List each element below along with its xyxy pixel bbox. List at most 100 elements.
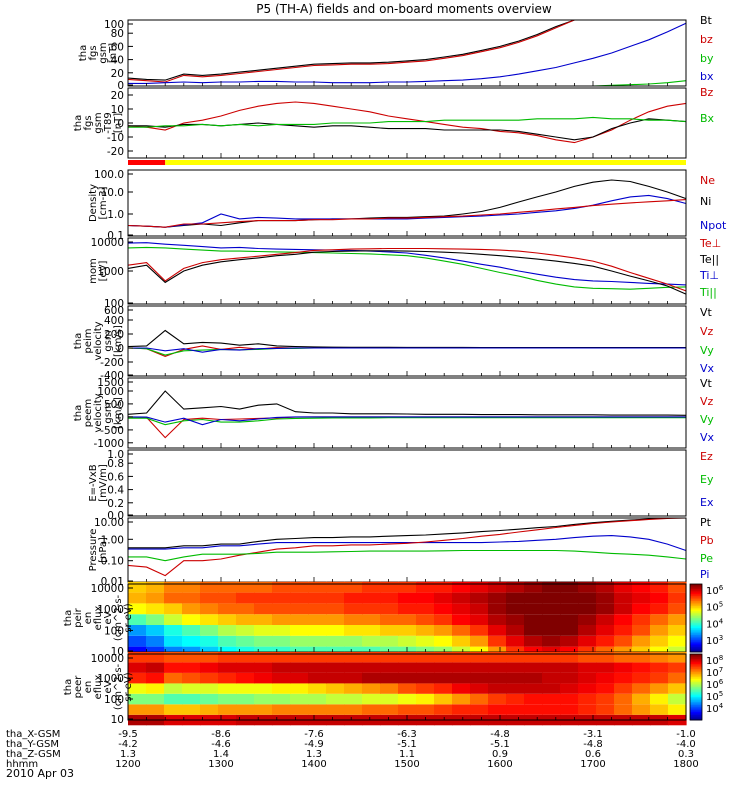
heatmap-cell: [308, 625, 327, 636]
heatmap-cell: [578, 635, 597, 647]
x-tick-value: -1.0: [676, 729, 696, 740]
legend-label-vz: Vz: [700, 395, 714, 408]
heatmap-cell: [164, 592, 183, 604]
status-bar: [128, 160, 686, 165]
heatmap-cell: [650, 614, 669, 625]
heatmap-cell: [344, 672, 363, 684]
colorbar-step: [690, 587, 702, 590]
heatmap-cell: [614, 603, 633, 615]
y-axis-label: mom [eV]: [88, 258, 109, 284]
heatmap-cell: [398, 635, 417, 647]
legend-label-ex: Ex: [700, 496, 714, 509]
heatmap-cell: [164, 672, 183, 684]
heatmap-cell: [164, 625, 183, 636]
heatmap-cell: [380, 662, 399, 673]
heatmap-cell: [632, 625, 651, 636]
colorbar-step: [690, 703, 702, 706]
heatmap-cell: [596, 693, 615, 705]
heatmap-cell: [254, 651, 273, 663]
heatmap-cell: [362, 635, 381, 647]
colorbar-step: [690, 602, 702, 605]
heatmap-cell: [632, 635, 651, 647]
heatmap-cell: [218, 651, 237, 663]
heatmap-cell: [416, 662, 435, 673]
heatmap-cell: [668, 603, 687, 615]
heatmap-cell: [542, 603, 561, 615]
heatmap-cell: [578, 625, 597, 636]
series-line-vy: [128, 417, 686, 426]
colorbar-step: [690, 606, 702, 609]
legend-label-vx: Vx: [700, 362, 715, 375]
heatmap-cell: [182, 614, 201, 625]
y-axis-label-line: tha: [73, 115, 84, 131]
heatmap-cell: [650, 592, 669, 604]
x-tick-value: 0.6: [585, 749, 601, 760]
y-tick-label: 200: [104, 329, 124, 341]
series-line-bz: [127, 101, 687, 144]
x-tick-value: 0.3: [678, 749, 694, 760]
colorbar-step: [690, 701, 702, 704]
legend-label-vy: Vy: [700, 344, 714, 357]
heatmap-cell: [344, 651, 363, 663]
colorbar-step: [690, 645, 702, 648]
colorbar-step: [690, 616, 702, 619]
heatmap-cell: [272, 625, 291, 636]
panel-frame: [127, 87, 687, 159]
panel-9: 106 105 104 103 10000 1000 100 10 tha peir en eflux…: [63, 581, 724, 658]
y-axis-label-line: velocity: [93, 393, 104, 432]
x-tick-value: -4.8: [583, 739, 603, 750]
heatmap-cell: [128, 625, 147, 636]
panel-frame: [127, 377, 687, 449]
x-tick-value: -8.6: [211, 729, 231, 740]
heatmap-cell: [650, 704, 669, 715]
y-axis-label-line: gsm: [93, 112, 104, 133]
panel-frame: [127, 449, 687, 517]
colorbar-tick-label: 105: [706, 601, 723, 614]
x-axis-labels: tha_X-GSMtha_Y-GSMtha_Z-GSMhhmm-9.5-4.21…: [6, 729, 699, 770]
x-axis-row-label: tha_X-GSM: [6, 729, 60, 740]
heatmap-cell: [236, 625, 255, 636]
heatmap-cell: [218, 625, 237, 636]
y-axis-label-line: (cm^2-s-: [113, 663, 124, 710]
y-tick-label: 0.10: [101, 556, 124, 568]
heatmap-cell: [272, 581, 291, 593]
heatmap-cell: [308, 581, 327, 593]
legend-label-pe: Pe: [700, 552, 713, 565]
heatmap-cell: [560, 683, 579, 694]
y-axis-label-line: E=-VxB: [88, 464, 99, 501]
legend-label-bz: Bz: [700, 86, 714, 99]
series-line-ni: [127, 179, 687, 228]
series-line-ne: [127, 199, 687, 228]
series-line-ti: [127, 246, 687, 290]
x-tick-value: -4.0: [676, 739, 696, 750]
colorbar-step: [690, 675, 702, 678]
heatmap-cell: [236, 693, 255, 705]
y-tick-label: -10: [107, 132, 124, 144]
colorbar-step: [690, 692, 702, 695]
legend-label-te: Te||: [699, 253, 719, 266]
colorbar-step: [690, 705, 702, 708]
heatmap-cell: [470, 693, 489, 705]
series-line-vx: [128, 347, 686, 353]
heatmap-cell: [434, 683, 453, 694]
heatmap-cell: [182, 651, 201, 663]
heatmap-cell: [344, 683, 363, 694]
y-axis-label-line: sr-eV): [123, 603, 134, 632]
heatmap-cell: [344, 704, 363, 715]
heatmap-cell: [668, 625, 687, 636]
colorbar-step: [690, 665, 702, 668]
y-tick-label: 100.0: [94, 169, 124, 181]
y-axis-label-line: fgs: [88, 45, 99, 60]
heatmap-cell: [290, 592, 309, 604]
heatmap-cell: [146, 704, 165, 715]
x-tick-value: 1.4: [213, 749, 229, 760]
heatmap-cell: [308, 614, 327, 625]
heatmap-cell: [380, 672, 399, 684]
heatmap-cell: [668, 672, 687, 684]
heatmap-cell: [650, 603, 669, 615]
heatmap-cell: [326, 603, 345, 615]
heatmap-cell: [434, 581, 453, 593]
heatmap-cell: [164, 693, 183, 705]
heatmap-cell: [596, 651, 615, 663]
heatmap-cell: [578, 693, 597, 705]
